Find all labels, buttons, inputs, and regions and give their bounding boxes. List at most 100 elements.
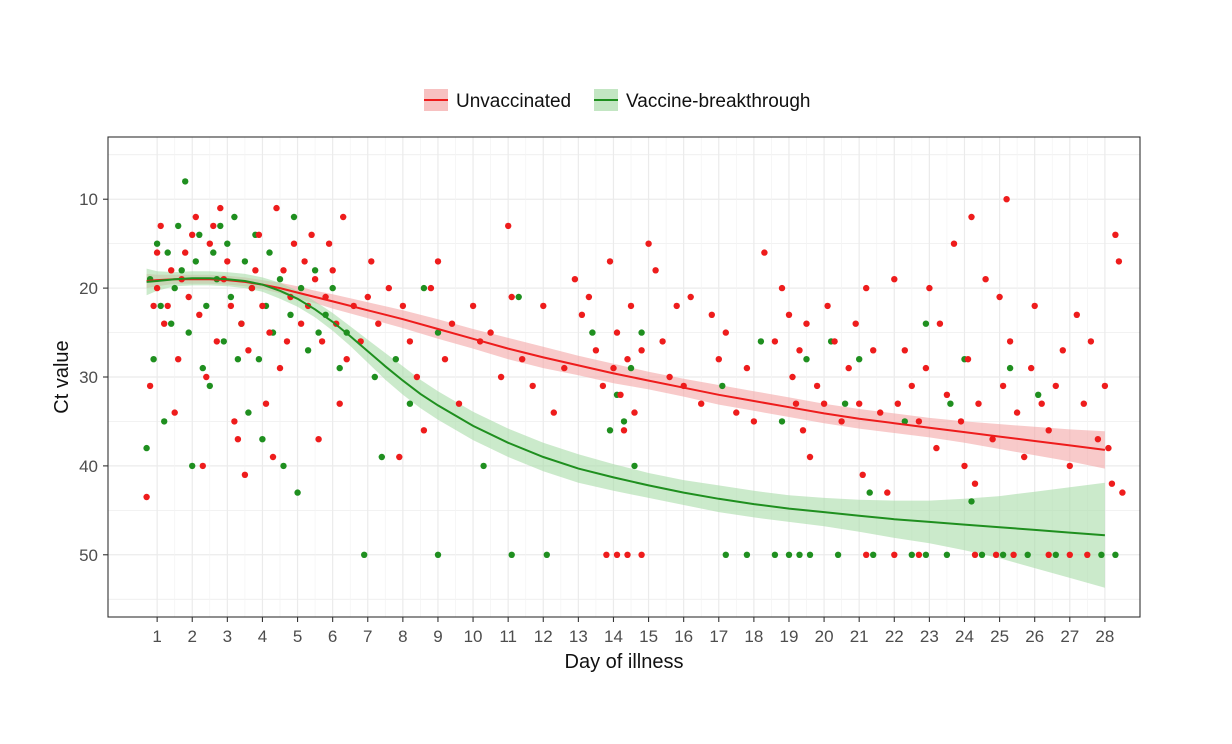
vaccine-breakthrough-point <box>434 551 442 558</box>
unvaccinated-point <box>508 293 515 301</box>
unvaccinated-point <box>203 373 210 381</box>
unvaccinated-point <box>171 409 178 416</box>
vaccine-breakthrough-point <box>870 551 877 558</box>
unvaccinated-point <box>238 320 245 327</box>
unvaccinated-point <box>943 391 951 398</box>
unvaccinated-point <box>796 347 803 354</box>
data-points <box>143 178 1126 558</box>
vaccine-breakthrough-point <box>785 551 793 558</box>
vaccine-breakthrough-point <box>631 462 638 470</box>
vaccine-breakthrough-point <box>245 409 252 416</box>
x-tick-label: 24 <box>955 627 974 646</box>
x-tick-label: 17 <box>709 627 728 646</box>
vaccine-breakthrough-point <box>978 551 986 558</box>
unvaccinated-point <box>698 400 705 407</box>
vaccine-breakthrough-point <box>255 356 263 363</box>
unvaccinated-point <box>245 347 252 354</box>
unvaccinated-point <box>743 364 751 372</box>
unvaccinated-point <box>1066 462 1074 470</box>
unvaccinated-point <box>761 249 768 256</box>
unvaccinated-point <box>627 302 635 310</box>
legend-item-vaccine-breakthrough: Vaccine-breakthrough <box>594 89 810 112</box>
confidence-band-vaccine-breakthrough <box>146 268 1105 588</box>
unvaccinated-point <box>824 302 831 310</box>
vaccine-breakthrough-point <box>164 249 171 256</box>
vaccine-breakthrough-point <box>361 551 368 558</box>
legend-label-vaccine-breakthrough: Vaccine-breakthrough <box>626 91 810 112</box>
vaccine-breakthrough-point <box>606 427 614 434</box>
unvaccinated-point <box>168 267 175 274</box>
vaccine-breakthrough-point <box>315 329 322 336</box>
x-tick-label: 18 <box>744 627 763 646</box>
unvaccinated-point <box>599 382 607 390</box>
vaccine-breakthrough-point <box>1098 551 1105 558</box>
unvaccinated-point <box>652 267 659 274</box>
vaccine-breakthrough-point <box>294 489 301 496</box>
x-tick-label: 16 <box>674 627 693 646</box>
unvaccinated-point <box>497 373 505 381</box>
vaccine-breakthrough-point <box>157 302 164 310</box>
unvaccinated-point <box>957 418 965 425</box>
vaccine-breakthrough-point <box>259 436 266 443</box>
unvaccinated-point <box>708 311 715 318</box>
x-tick-label: 14 <box>604 627 623 646</box>
x-tick-label: 10 <box>464 627 483 646</box>
vaccine-breakthrough-point <box>150 356 157 363</box>
trend-line-vaccine-breakthrough <box>146 277 1105 537</box>
unvaccinated-point <box>210 222 217 230</box>
unvaccinated-point <box>1013 409 1021 416</box>
vaccine-breakthrough-point <box>806 551 814 558</box>
vaccine-breakthrough-point <box>329 284 336 292</box>
vaccine-breakthrough-point <box>231 213 238 221</box>
vaccine-breakthrough-point <box>297 284 305 292</box>
unvaccinated-point <box>908 382 915 390</box>
vaccine-breakthrough-point <box>803 356 810 363</box>
unvaccinated-point <box>273 204 280 212</box>
vaccine-breakthrough-point <box>290 213 298 221</box>
unvaccinated-point <box>996 293 1003 301</box>
unvaccinated-point <box>420 427 428 434</box>
unvaccinated-point <box>645 240 652 247</box>
vaccine-breakthrough-point <box>1035 391 1042 398</box>
vaccine-breakthrough-point <box>901 418 908 425</box>
unvaccinated-point <box>308 231 315 238</box>
unvaccinated-point <box>143 493 150 501</box>
vaccine-breakthrough-point <box>266 249 273 256</box>
y-tick-label: 20 <box>79 279 98 298</box>
unvaccinated-point <box>859 471 866 478</box>
unvaccinated-point <box>933 444 940 452</box>
unvaccinated-point <box>1010 551 1017 558</box>
unvaccinated-point <box>269 453 277 461</box>
vaccine-breakthrough-point <box>420 284 428 292</box>
unvaccinated-point <box>863 284 870 292</box>
x-axis: 1 2 3 4 5 6 7 8 9 10 11 12 13 14 15 16 17 18 19 20 21 22 23 24 2… <box>152 617 1114 646</box>
unvaccinated-point <box>1006 338 1014 345</box>
vaccine-breakthrough-point <box>589 329 596 336</box>
unvaccinated-point <box>262 400 270 407</box>
vaccine-breakthrough-point <box>638 329 645 336</box>
x-tick-label: 19 <box>780 627 799 646</box>
unvaccinated-point <box>252 267 259 274</box>
unvaccinated-point <box>150 302 157 310</box>
unvaccinated-point <box>1028 364 1035 372</box>
unvaccinated-point <box>448 320 456 327</box>
unvaccinated-point <box>1003 196 1010 203</box>
unvaccinated-point <box>936 320 944 327</box>
vaccine-breakthrough-point <box>378 453 385 461</box>
x-tick-label: 11 <box>499 627 517 646</box>
unvaccinated-point <box>610 364 617 372</box>
legend: Unvaccinated Vaccine-breakthrough <box>424 89 810 112</box>
unvaccinated-point <box>153 249 161 256</box>
unvaccinated-point <box>971 551 979 558</box>
unvaccinated-point <box>455 400 463 407</box>
unvaccinated-point <box>922 364 930 372</box>
unvaccinated-point <box>806 453 814 461</box>
unvaccinated-point <box>715 356 722 363</box>
vaccine-breakthrough-point <box>627 364 635 372</box>
vaccine-breakthrough-point <box>178 267 185 274</box>
unvaccinated-point <box>778 284 786 292</box>
x-tick-label: 28 <box>1095 627 1114 646</box>
vaccine-breakthrough-point <box>199 364 206 372</box>
x-tick-label: 8 <box>398 627 407 646</box>
unvaccinated-point <box>406 338 414 345</box>
